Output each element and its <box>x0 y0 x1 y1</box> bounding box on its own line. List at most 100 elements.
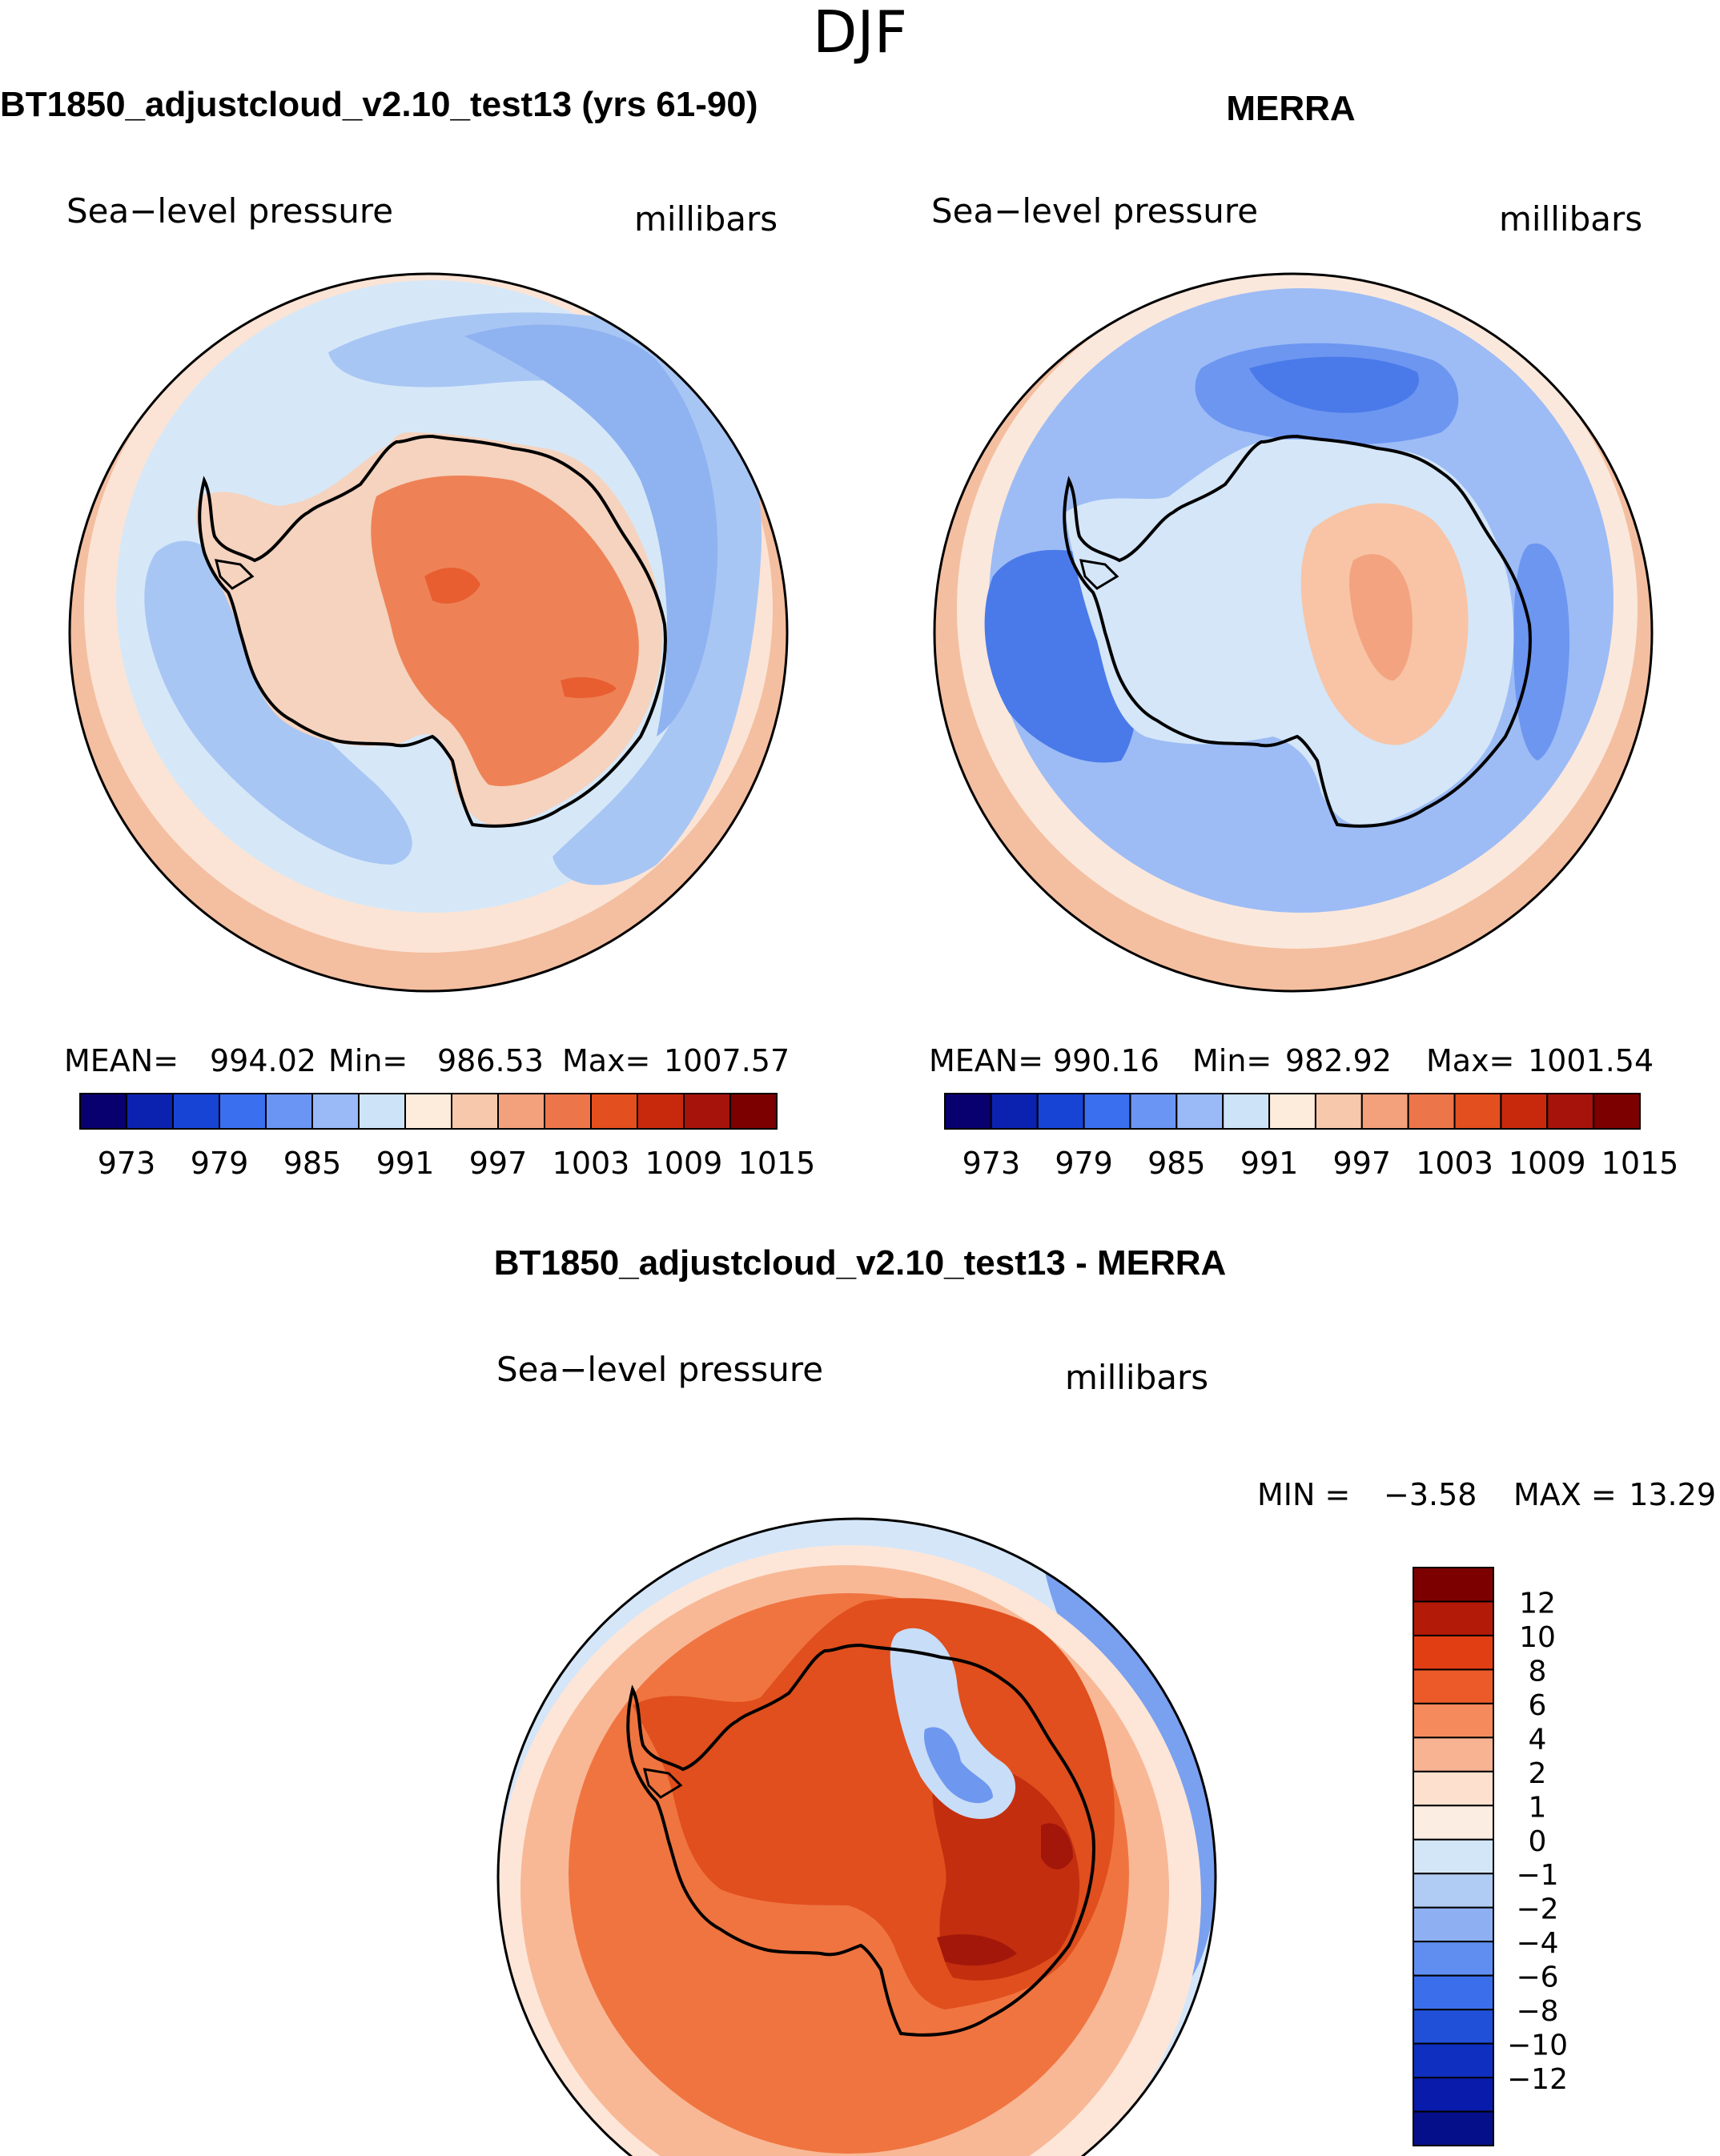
colorbar-obs-tick-label: 979 <box>1055 1146 1113 1181</box>
map-diff-peak-2 <box>1041 1823 1073 1869</box>
panel-model-min-value: 986.53 <box>437 1043 544 1078</box>
colorbar-obs-tick-label: 1009 <box>1509 1146 1586 1181</box>
colorbar-model-swatch <box>79 1093 127 1130</box>
colorbar-diff-swatch <box>1413 1974 1494 2011</box>
panel-diff-map <box>498 1519 1216 2156</box>
colorbar-diff-swatch <box>1413 1838 1494 1875</box>
panel-diff-units: millibars <box>1065 1358 1208 1397</box>
colorbar-model-swatch <box>358 1093 406 1130</box>
panel-diff-max-label: MAX = <box>1513 1477 1617 1512</box>
panel-diff: BT1850_adjustcloud_v2.10_test13 - MERRA … <box>494 1243 1716 2156</box>
colorbar-diff-swatch <box>1413 1805 1494 1841</box>
colorbar-obs-swatch <box>1546 1093 1595 1130</box>
colorbar-diff-label: −4 <box>1516 1927 1558 1960</box>
map-diff-frame <box>496 1517 1217 2156</box>
map-model-coastline <box>198 434 667 828</box>
colorbar-model-tick-label: 997 <box>469 1146 528 1181</box>
map-obs-high-peak <box>1349 554 1413 681</box>
panel-obs-min-value: 982.92 <box>1285 1043 1392 1078</box>
colorbar-diff-label: 1 <box>1529 1791 1547 1824</box>
colorbar-obs-swatch <box>1268 1093 1316 1130</box>
panel-obs-mean-value: 990.16 <box>1053 1043 1159 1078</box>
map-model-antarctica-core <box>371 476 639 786</box>
map-diff-coastline <box>626 1643 1095 2037</box>
colorbar-diff-label: −10 <box>1507 2030 1568 2062</box>
colorbar-obs <box>944 1093 1641 1130</box>
colorbar-obs-swatch <box>1314 1093 1363 1130</box>
colorbar-diff-label: −8 <box>1516 1995 1558 2028</box>
map-model-antarctica-peak-2 <box>424 568 480 604</box>
map-model-antarctica-peak <box>561 677 617 698</box>
colorbar-obs-tick-label: 985 <box>1147 1146 1206 1181</box>
panel-model-title: BT1850_adjustcloud_v2.10_test13 (yrs 61-… <box>0 85 758 124</box>
panel-obs-min-label: Min= <box>1192 1043 1272 1078</box>
panel-model-mean-value: 994.02 <box>210 1043 316 1078</box>
map-obs-trough-east <box>1513 543 1569 761</box>
colorbar-diff-swatch <box>1413 1634 1494 1671</box>
panel-model-variable: Sea−level pressure <box>66 191 393 231</box>
colorbar-model-swatch <box>126 1093 174 1130</box>
panel-diff-title: BT1850_adjustcloud_v2.10_test13 - MERRA <box>494 1243 1227 1283</box>
colorbar-model-swatch <box>311 1093 360 1130</box>
colorbar-diff-swatch <box>1413 1668 1494 1704</box>
panel-obs-map <box>934 274 1652 991</box>
colorbar-obs-tick-label: 973 <box>962 1146 1021 1181</box>
colorbar-obs-swatch <box>1175 1093 1224 1130</box>
colorbar-obs-swatch <box>1222 1093 1271 1130</box>
colorbar-model-tick-label: 1003 <box>553 1146 630 1181</box>
colorbar-diff-label: 4 <box>1529 1723 1547 1756</box>
colorbar-diff-label: 6 <box>1529 1689 1547 1722</box>
colorbar-obs-swatch <box>1500 1093 1549 1130</box>
colorbar-diff-swatch <box>1413 1906 1494 1943</box>
colorbar-diff-swatch <box>1413 2110 1494 2146</box>
panel-diff-max-value: 13.29 <box>1629 1477 1716 1512</box>
colorbar-model-swatch <box>219 1093 267 1130</box>
colorbar-model-swatch <box>544 1093 592 1130</box>
colorbar-diff-label: 8 <box>1529 1655 1547 1688</box>
colorbar-diff-label: −1 <box>1516 1859 1558 1892</box>
colorbar-obs-swatch <box>944 1093 992 1130</box>
colorbar-obs-swatch <box>990 1093 1039 1130</box>
colorbar-diff-swatch <box>1413 1770 1494 1807</box>
panel-model-mean-label: MEAN= <box>64 1043 179 1078</box>
colorbar-model-swatch <box>637 1093 685 1130</box>
panel-obs-mean-label: MEAN= <box>929 1043 1043 1078</box>
colorbar-diff-swatch <box>1413 1702 1494 1739</box>
colorbar-obs-swatch <box>1083 1093 1131 1130</box>
colorbar-diff-label: 10 <box>1519 1621 1556 1654</box>
map-model-frame <box>68 272 789 993</box>
map-obs-coastline <box>1063 434 1532 828</box>
map-model-trough-east <box>328 312 762 885</box>
map-diff-peninsula-outline <box>642 1768 683 1799</box>
colorbar-model-swatch <box>729 1093 778 1130</box>
map-diff-peak <box>937 1934 1017 1966</box>
colorbar-diff-swatch <box>1413 2042 1494 2079</box>
colorbar-diff-swatch <box>1413 2009 1494 2045</box>
panel-model-max-value: 1007.57 <box>664 1043 790 1078</box>
map-model-peninsula-outline <box>214 559 255 590</box>
colorbar-model-swatch <box>172 1093 220 1130</box>
colorbar-diff-label: −2 <box>1516 1893 1558 1926</box>
colorbar-model-tick-label: 979 <box>191 1146 249 1181</box>
colorbar-model-tick-label: 973 <box>98 1146 156 1181</box>
colorbar-diff-label: 12 <box>1519 1587 1556 1620</box>
panel-model-min-label: Min= <box>328 1043 408 1078</box>
colorbar-model-tick-label: 1015 <box>738 1146 816 1181</box>
panel-diff-min-value: −3.58 <box>1384 1477 1477 1512</box>
colorbar-obs-tick-label: 991 <box>1240 1146 1299 1181</box>
colorbar-obs-ticks: 973 979 985 991 997 1003 1009 1015 <box>962 1146 1679 1181</box>
colorbar-obs-swatch <box>1129 1093 1178 1130</box>
colorbar-obs-tick-label: 1003 <box>1416 1146 1493 1181</box>
colorbar-obs-swatch <box>1036 1093 1085 1130</box>
colorbar-model-swatch <box>265 1093 313 1130</box>
colorbar-diff-swatch <box>1413 1941 1494 1977</box>
panel-diff-variable: Sea−level pressure <box>496 1350 823 1389</box>
map-diff-negative-anomaly-core <box>924 1727 993 1804</box>
colorbar-diff-label: −6 <box>1516 1961 1558 1994</box>
colorbar-diff-swatch <box>1413 1873 1494 1909</box>
colorbar-obs-swatch <box>1407 1093 1456 1130</box>
panel-model-max-label: Max= <box>562 1043 650 1078</box>
colorbar-diff-label: −12 <box>1507 2063 1568 2096</box>
